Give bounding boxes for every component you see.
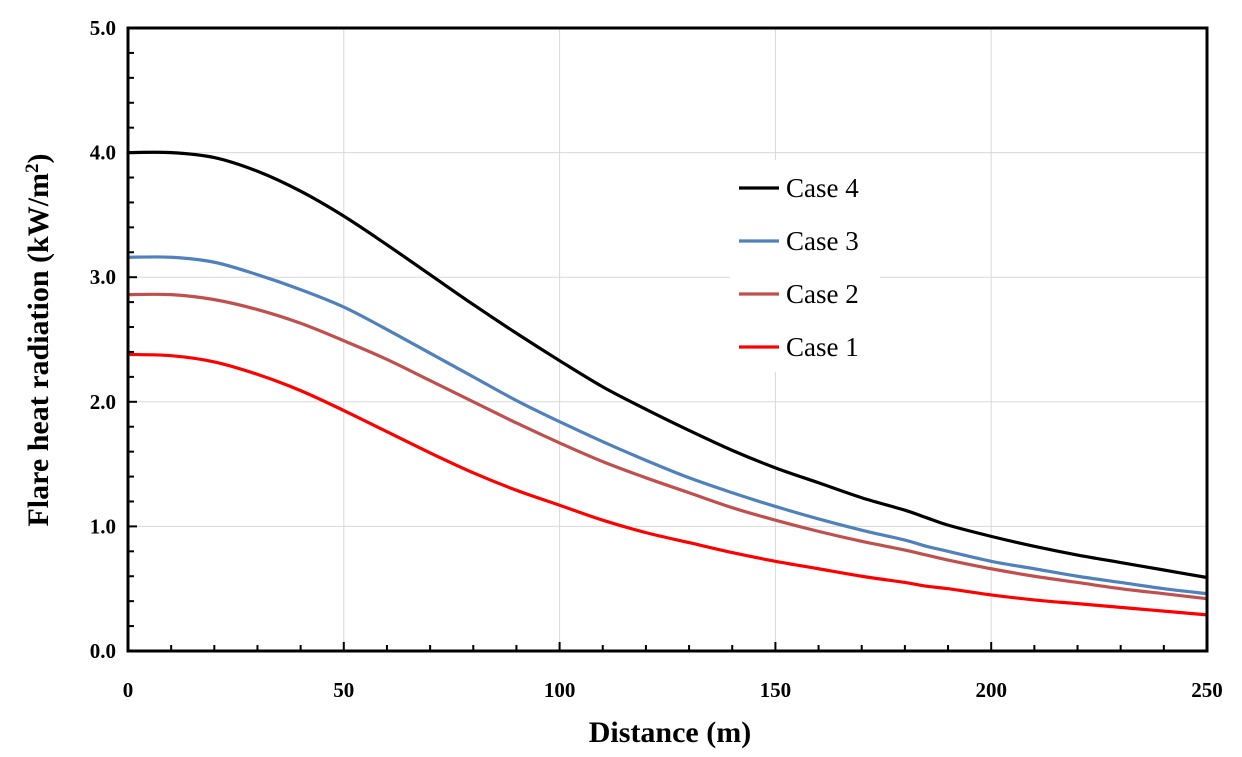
x-tick-label-150: 150 [760, 678, 792, 702]
x-tick-label-100: 100 [544, 678, 576, 702]
ticks [127, 27, 1208, 652]
y-tick-label-5.0: 5.0 [90, 16, 116, 40]
x-axis-title: Distance (m) [589, 716, 751, 749]
y-tick-label-0.0: 0.0 [90, 639, 116, 663]
y-tick-label-3.0: 3.0 [90, 265, 116, 289]
legend-label-case-3: Case 3 [786, 226, 859, 256]
y-axis-title: Flare heat radiation (kW/m2) [22, 153, 56, 526]
x-tick-label-50: 50 [333, 678, 354, 702]
legend-label-case-1: Case 1 [786, 332, 859, 362]
y-tick-label-1.0: 1.0 [90, 514, 116, 538]
y-tick-label-4.0: 4.0 [90, 141, 116, 165]
y-axis-title-main: Flare heat radiation (kW/m [22, 173, 55, 527]
x-tick-label-0: 0 [123, 678, 134, 702]
y-axis-title-superscript: 2 [22, 163, 43, 173]
series-line-case-3 [126, 255, 1209, 596]
legend-label-case-2: Case 2 [786, 279, 859, 309]
legend: Case 4 Case 3 Case 2 Case 1 [730, 160, 880, 372]
series-line-case-4 [126, 150, 1209, 580]
y-tick-label-2.0: 2.0 [90, 390, 116, 414]
plot-frame [126, 26, 1209, 653]
tick-labels: 0 50 100 150 200 250 0.0 1.0 2.0 3.0 4.0 5.0 [90, 16, 1223, 702]
series-group [126, 150, 1209, 617]
series-line-case-1 [126, 352, 1209, 617]
legend-background [730, 160, 880, 372]
x-tick-label-250: 250 [1191, 678, 1223, 702]
y-axis-title-close: ) [22, 153, 55, 163]
x-tick-label-200: 200 [975, 678, 1007, 702]
legend-label-case-4: Case 4 [786, 173, 859, 203]
series-line-case-2 [126, 292, 1209, 601]
